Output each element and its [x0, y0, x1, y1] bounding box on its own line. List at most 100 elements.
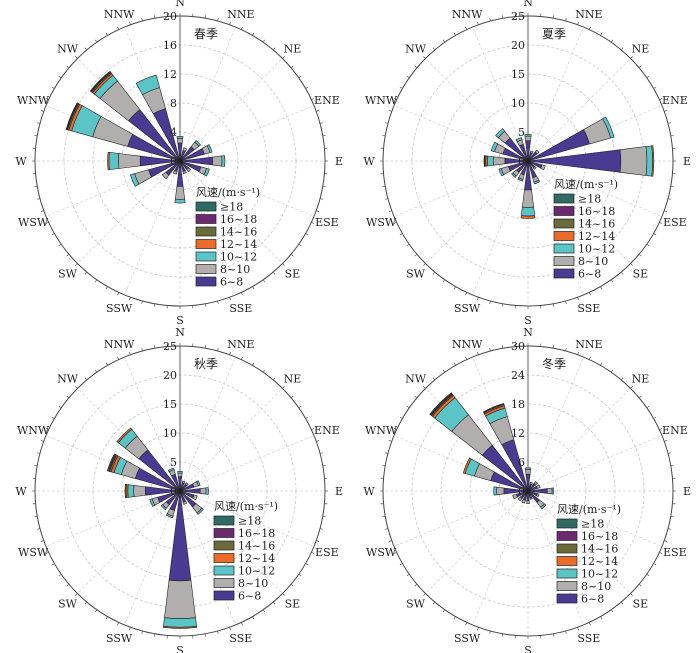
legend-title: 风速/(m·s⁻¹) — [554, 178, 618, 191]
radial-gridline — [527, 160, 663, 217]
legend-swatch — [213, 565, 235, 576]
direction-label-SSE: SSE — [229, 302, 252, 315]
outer-tick — [489, 300, 491, 305]
outer-tick — [465, 622, 468, 626]
bar-segment-N-8~10 — [525, 468, 531, 475]
outer-tick — [58, 75, 62, 79]
outer-tick — [34, 134, 38, 137]
bar-segment-WSW-10~12 — [149, 498, 156, 507]
radial-tick-label: 6 — [518, 456, 525, 469]
bar-segment-SW-8~10 — [517, 496, 523, 502]
radial-gridline — [45, 160, 181, 217]
outer-tick — [653, 563, 657, 566]
legend-label: 8~10 — [220, 263, 250, 276]
outer-tick — [659, 428, 663, 431]
outer-tick — [84, 271, 88, 275]
legend-swatch — [553, 231, 575, 241]
direction-label-N: N — [175, 0, 185, 9]
outer-tick — [252, 616, 255, 620]
outer-tick — [36, 122, 41, 124]
wind-rose-panel-2: 0 5 10 15 20 25N NNE NE ENE E ESE SE SSE S SSW SW WSW W WN… — [363, 0, 691, 327]
outer-tick — [51, 233, 55, 236]
outer-tick — [129, 21, 131, 25]
outer-tick — [316, 440, 320, 442]
outer-tick — [262, 39, 266, 43]
outer-tick — [577, 297, 579, 301]
legend-swatch — [553, 218, 575, 229]
outer-tick — [229, 351, 231, 355]
direction-label-ESE: ESE — [315, 546, 339, 559]
bar-segment-SE-10~12 — [196, 507, 204, 515]
radial-tick-label: 4 — [170, 126, 177, 139]
bar-segment-NNE-8~10 — [181, 480, 186, 484]
outer-tick — [382, 464, 386, 467]
season-title: 春季 — [194, 27, 218, 41]
outer-tick — [653, 86, 657, 89]
radial-tick-label: 5 — [518, 126, 525, 139]
bar-segment-E-10~12 — [645, 145, 654, 177]
outer-tick — [399, 233, 403, 236]
outer-tick — [305, 86, 309, 89]
bar-segment-W-10~12 — [487, 155, 494, 167]
bar-segment-ENE-10~12 — [196, 480, 201, 487]
outer-tick — [388, 110, 392, 112]
outer-tick — [305, 416, 309, 419]
direction-label-NNW: NNW — [104, 8, 135, 21]
outer-tick — [588, 26, 591, 30]
outer-tick — [229, 21, 231, 25]
outer-tick — [670, 134, 674, 137]
outer-tick — [66, 583, 70, 587]
outer-tick — [240, 26, 243, 30]
outer-tick — [630, 386, 633, 389]
wind-rose-panel-3: 0 5 10 15 20 25N NNE NE ENE E ESE SE SSE S SSW SW WSW W WN… — [15, 326, 343, 653]
outer-tick — [382, 515, 386, 518]
outer-tick — [311, 551, 315, 554]
radial-tick-label: 0 — [518, 155, 525, 168]
radial-gridline — [527, 490, 631, 594]
outer-tick — [117, 356, 120, 360]
bar-segment-N-10~12 — [524, 134, 532, 137]
legend-label: 8~10 — [238, 577, 268, 590]
outer-tick — [646, 573, 650, 577]
bar-segment-S-12~14 — [520, 215, 536, 219]
radial-tick-label: 15 — [163, 398, 177, 411]
direction-label-E: E — [683, 485, 691, 498]
outer-tick — [141, 17, 143, 22]
direction-label-SSW: SSW — [454, 302, 481, 315]
legend-label: 12~14 — [238, 552, 275, 565]
outer-tick — [477, 21, 479, 25]
outer-tick — [36, 198, 41, 200]
outer-tick — [382, 185, 386, 188]
outer-tick — [217, 347, 219, 352]
outer-tick — [388, 540, 392, 542]
direction-label-NNE: NNE — [575, 8, 602, 21]
legend-label: 12~14 — [578, 230, 615, 243]
outer-tick — [465, 356, 468, 360]
outer-tick — [51, 563, 55, 566]
outer-tick — [600, 362, 603, 366]
outer-tick — [423, 263, 426, 266]
bar-segment-NE-8~10 — [534, 149, 540, 155]
legend-swatch — [195, 239, 217, 249]
direction-label-SW: SW — [406, 597, 426, 610]
legend-swatch — [553, 206, 575, 216]
outer-tick — [477, 297, 479, 301]
bar-segment-WNW-≥18 — [106, 453, 116, 472]
radial-tick-label: 0 — [518, 485, 525, 498]
outer-tick — [577, 21, 579, 25]
direction-label-WNW: WNW — [17, 424, 50, 437]
outer-tick — [298, 75, 302, 79]
radial-tick-label: 8 — [170, 97, 177, 110]
radial-gridline — [527, 160, 631, 264]
outer-tick — [501, 345, 504, 349]
bar-segment-SSW-10~12 — [165, 513, 174, 519]
outer-tick — [204, 303, 207, 307]
outer-tick — [393, 551, 397, 554]
outer-tick — [565, 630, 567, 635]
outer-tick — [501, 633, 504, 637]
outer-tick — [322, 134, 326, 137]
direction-label-NW: NW — [405, 373, 427, 386]
outer-tick — [105, 286, 108, 290]
outer-tick — [406, 405, 410, 409]
direction-label-NNW: NNW — [452, 338, 483, 351]
